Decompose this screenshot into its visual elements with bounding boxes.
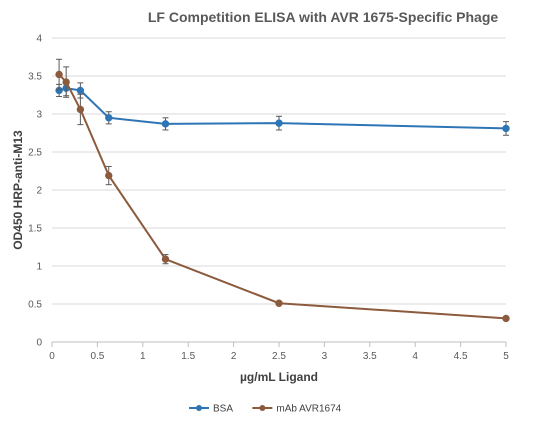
x-tick-label: 2.5 xyxy=(272,351,286,362)
y-tick-label: 1 xyxy=(36,262,42,273)
legend-label: mAb AVR1674 xyxy=(276,404,341,415)
series-layer xyxy=(55,58,510,323)
y-tick-label: 4 xyxy=(36,34,42,45)
gridlines xyxy=(52,37,506,305)
data-point xyxy=(76,105,85,114)
data-point xyxy=(55,70,63,79)
data-point xyxy=(275,119,283,127)
y-tick-label: 0 xyxy=(36,338,42,349)
y-tick-label: 1.5 xyxy=(28,224,42,235)
x-tick-label: 4 xyxy=(412,351,418,362)
x-tick-label: 1.5 xyxy=(181,351,195,362)
x-tick-label: 1 xyxy=(140,351,146,362)
y-tick-label: 3.5 xyxy=(28,72,42,83)
legend-entry: mAb AVR1674 xyxy=(252,404,342,415)
x-tick-label: 4.5 xyxy=(454,351,468,362)
axes: 0 0.5 1 1.5 2 2.5 3 3.5 4 0 0.5 1 1.5 2 2.5 3 3.5 4 4.5 5 xyxy=(28,34,509,363)
data-point xyxy=(76,86,85,95)
x-tick-label: 3 xyxy=(322,351,328,362)
data-point xyxy=(275,299,283,307)
legend-marker xyxy=(259,405,266,411)
y-axis-title: OD450 HRP-anti-M13 xyxy=(11,130,25,250)
x-tick-label: 5 xyxy=(503,351,509,362)
legend-label: BSA xyxy=(213,404,233,415)
x-tick-label: 3.5 xyxy=(363,351,377,362)
chart-title: LF Competition ELISA with AVR 1675-Speci… xyxy=(148,9,499,25)
legend-marker xyxy=(196,405,202,411)
x-tick-label: 0.5 xyxy=(90,351,104,362)
data-point xyxy=(502,124,510,133)
series-1-line xyxy=(58,73,507,320)
series-1 xyxy=(55,58,510,323)
data-point xyxy=(161,120,170,128)
legend: BSA mAb AVR1674 xyxy=(189,404,342,415)
y-tick-label: 2.5 xyxy=(28,148,42,159)
y-tick-label: 3 xyxy=(36,110,42,121)
data-point xyxy=(62,78,70,86)
x-tick-label: 2 xyxy=(231,351,237,362)
data-point xyxy=(161,255,170,263)
x-axis-title: µg/mL Ligand xyxy=(240,370,318,384)
y-tick-label: 2 xyxy=(36,186,42,197)
y-tick-label: 0.5 xyxy=(28,300,42,311)
series-0 xyxy=(55,80,510,136)
data-point xyxy=(502,314,510,323)
x-tick-label: 0 xyxy=(49,351,55,362)
data-point xyxy=(105,171,113,180)
legend-entry: BSA xyxy=(189,404,233,415)
data-point xyxy=(105,114,113,122)
